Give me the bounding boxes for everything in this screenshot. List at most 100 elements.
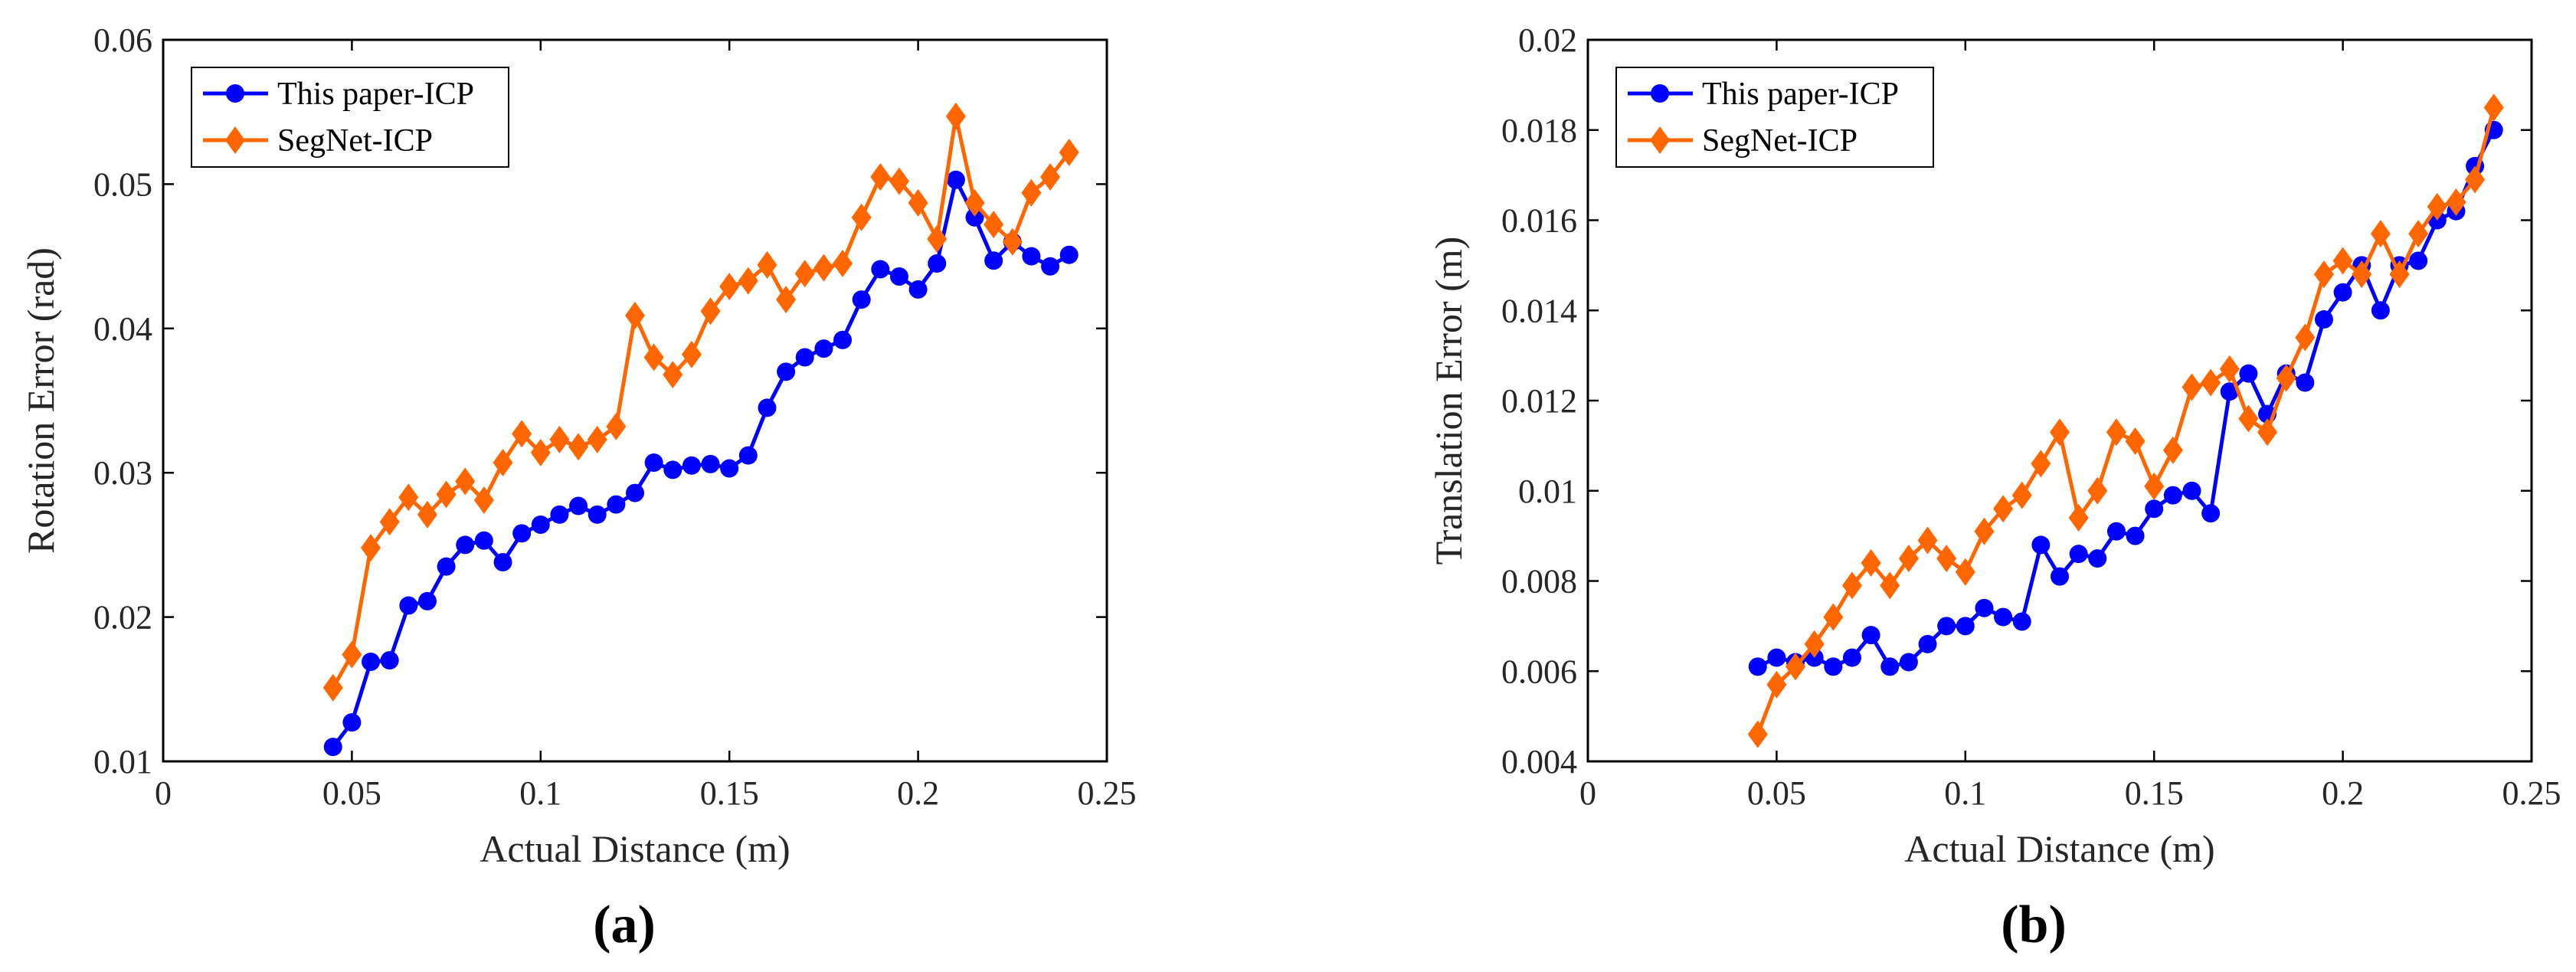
data-point-segnet-icp: [776, 286, 797, 314]
data-point-this-paper-icp: [663, 460, 682, 479]
data-point-this-paper-icp: [984, 251, 1003, 270]
data-point-this-paper-icp: [1937, 617, 1956, 636]
y-axis-title: Translation Error (m): [1427, 237, 1470, 565]
data-point-this-paper-icp: [362, 653, 381, 672]
data-point-segnet-icp: [643, 343, 664, 371]
y-axis-title: Rotation Error (rad): [19, 247, 62, 554]
data-point-segnet-icp: [606, 412, 627, 440]
legend-label-segnet: SegNet-ICP: [277, 123, 433, 159]
x-tick-label: 0.05: [1747, 774, 1806, 812]
data-point-this-paper-icp: [2106, 522, 2126, 541]
data-point-this-paper-icp: [889, 267, 908, 286]
data-point-segnet-icp: [2106, 418, 2126, 447]
data-point-segnet-icp: [2087, 476, 2108, 505]
y-tick-label: 0.05: [93, 165, 152, 203]
y-tick-label: 0.02: [93, 599, 152, 637]
legend-label-this-paper: This paper-ICP: [277, 77, 474, 112]
data-point-segnet-icp: [2144, 472, 2165, 500]
data-point-segnet-icp: [2031, 450, 2051, 478]
data-point-segnet-icp: [322, 673, 343, 702]
data-point-segnet-icp: [1955, 558, 1975, 586]
data-point-segnet-icp: [738, 267, 758, 295]
data-point-this-paper-icp: [1748, 657, 1767, 676]
data-point-this-paper-icp: [1880, 657, 1900, 676]
data-point-this-paper-icp: [626, 483, 644, 502]
data-point-this-paper-icp: [2012, 612, 2031, 631]
data-point-this-paper-icp: [2051, 567, 2069, 586]
data-point-segnet-icp: [2446, 188, 2466, 216]
data-point-this-paper-icp: [417, 591, 437, 610]
data-point-segnet-icp: [1040, 162, 1061, 191]
data-point-this-paper-icp: [2163, 486, 2182, 505]
data-point-segnet-icp: [2201, 368, 2221, 397]
y-tick-label: 0.008: [1501, 563, 1577, 601]
data-point-segnet-icp: [2125, 427, 2146, 455]
data-point-segnet-icp: [2238, 404, 2259, 433]
data-point-this-paper-icp: [871, 260, 890, 279]
panel-label: (b): [2001, 895, 2067, 954]
data-point-this-paper-icp: [2296, 373, 2315, 392]
series-layer: [1747, 93, 2504, 748]
x-tick-label: 0.1: [519, 774, 561, 812]
data-point-segnet-icp: [568, 433, 589, 461]
data-point-segnet-icp: [681, 340, 702, 368]
x-tick-label: 0.25: [1078, 774, 1137, 812]
data-point-segnet-icp: [1059, 138, 1079, 166]
x-tick-label: 0: [1579, 774, 1596, 812]
data-point-segnet-icp: [2370, 220, 2391, 248]
data-point-segnet-icp: [964, 188, 985, 217]
data-point-segnet-icp: [493, 449, 513, 477]
data-point-segnet-icp: [2162, 436, 2183, 464]
data-point-segnet-icp: [984, 211, 1004, 239]
y-tick-label: 0.06: [93, 21, 152, 59]
axis-ticks: 0 0.05 0.1 0.15 0.2 0.25 0.004 0.006 0.008 0.01 0.…: [1501, 21, 2561, 812]
panel-label: (a): [593, 895, 656, 954]
legend-label-this-paper: This paper-ICP: [1702, 77, 1899, 112]
data-point-this-paper-icp: [607, 495, 626, 514]
data-point-segnet-icp: [757, 250, 777, 279]
data-point-this-paper-icp: [965, 208, 984, 227]
data-point-this-paper-icp: [437, 557, 456, 576]
y-tick-label: 0.004: [1501, 743, 1577, 781]
data-point-segnet-icp: [2219, 355, 2240, 383]
data-point-segnet-icp: [2257, 418, 2278, 447]
data-point-this-paper-icp: [946, 170, 965, 189]
data-point-segnet-icp: [549, 425, 570, 453]
data-point-this-paper-icp: [2314, 310, 2333, 329]
data-point-this-paper-icp: [682, 456, 701, 475]
data-point-this-paper-icp: [1918, 634, 1937, 653]
data-point-segnet-icp: [379, 508, 400, 536]
data-point-segnet-icp: [1766, 670, 1787, 699]
data-point-segnet-icp: [1841, 571, 1862, 600]
chart-rotation-error: 0 0.05 0.1 0.15 0.2 0.25 0.01 0.02 0.03 0.04 0.05 0…: [19, 21, 1137, 954]
data-point-this-paper-icp: [2371, 301, 2390, 320]
y-tick-label: 0.012: [1501, 382, 1577, 420]
series-line-this-paper-icp: [331, 178, 1071, 748]
data-point-this-paper-icp: [1041, 257, 1060, 276]
data-point-segnet-icp: [2011, 481, 2032, 509]
data-point-segnet-icp: [1747, 720, 1768, 748]
data-point-this-paper-icp: [380, 651, 399, 670]
series-line-this-paper-icp: [1756, 129, 2496, 669]
data-point-segnet-icp: [700, 297, 721, 326]
legend: This paper-ICP SegNet-ICP: [191, 67, 509, 168]
data-point-this-paper-icp: [1956, 617, 1975, 636]
data-point-segnet-icp: [851, 203, 872, 231]
data-point-this-paper-icp: [2126, 526, 2145, 545]
legend-marker-circle: [1651, 84, 1669, 103]
chart-translation-error: 0 0.05 0.1 0.15 0.2 0.25 0.004 0.006 0.008 0.01 0.…: [1427, 21, 2561, 954]
data-point-segnet-icp: [2332, 247, 2353, 275]
x-axis-title: Actual Distance (m): [480, 827, 790, 870]
data-point-segnet-icp: [512, 420, 532, 448]
data-point-this-paper-icp: [644, 453, 663, 473]
data-point-segnet-icp: [1804, 630, 1825, 658]
data-point-this-paper-icp: [531, 515, 550, 535]
y-tick-label: 0.018: [1501, 112, 1577, 149]
x-tick-label: 0.2: [897, 774, 939, 812]
data-point-this-paper-icp: [569, 496, 588, 515]
data-point-segnet-icp: [663, 361, 683, 389]
data-point-this-paper-icp: [833, 330, 853, 349]
data-point-this-paper-icp: [474, 531, 493, 550]
data-point-this-paper-icp: [2333, 283, 2352, 302]
